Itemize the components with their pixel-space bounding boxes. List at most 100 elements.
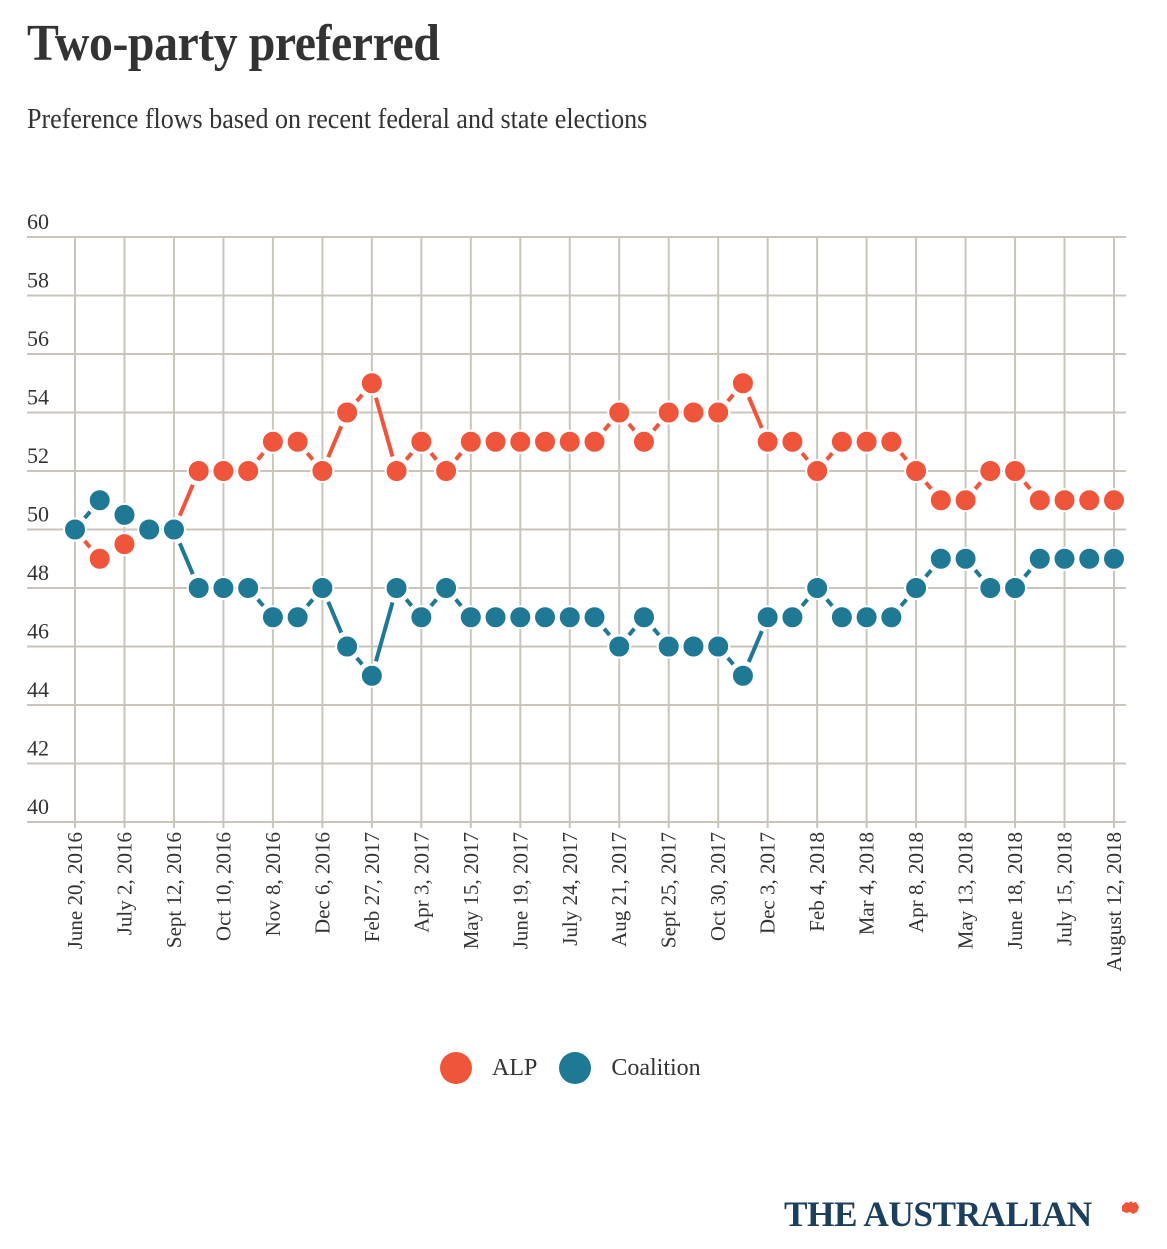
x-tick-label: Oct 10, 2016 [211,832,235,941]
publisher-logo: THE AUSTRALIAN [784,1194,1092,1234]
y-tick-label: 44 [27,677,49,702]
series-line-segment [746,396,764,429]
series-line-segment [726,656,735,666]
data-point-coalition [236,576,261,600]
x-tick-label: Apr 8, 2018 [904,832,928,933]
data-point-coalition [730,663,755,688]
data-point-coalition [805,576,830,600]
series-line-segment [800,598,809,608]
series-line-segment [746,630,764,663]
data-point-alp [557,429,582,454]
series-line-segment [652,422,661,432]
x-tick-label: June 18, 2018 [1003,832,1027,949]
data-point-alp [1052,488,1077,513]
grid-lines [27,236,1126,828]
legend-item-coalition[interactable]: Coalition [559,1052,701,1084]
y-tick-label: 58 [27,268,49,293]
series-line-segment [326,601,344,634]
data-point-alp [879,429,904,454]
data-point-coalition [582,605,607,630]
legend-item-alp[interactable]: ALP [440,1052,537,1084]
data-point-alp [260,429,285,454]
data-point-coalition [260,605,285,630]
data-point-alp [359,371,384,396]
chart-title: Two-party preferred [27,15,440,72]
y-tick-label: 46 [27,619,49,644]
series-line-segment [326,425,344,458]
x-tick-label: Mar 4, 2018 [855,832,879,935]
series-line-segment [602,422,612,432]
series-line-segment [404,598,414,608]
x-tick-label: July 15, 2018 [1053,832,1077,946]
data-point-alp [854,429,879,454]
data-point-coalition [1052,546,1077,571]
data-point-alp [582,429,607,454]
x-tick-label: Feb 4, 2018 [805,832,829,932]
data-point-alp [656,400,681,425]
series-line-segment [825,598,834,608]
data-point-coalition [63,517,87,542]
series-line-segment [355,656,364,666]
y-axis: 60 58 56 54 52 50 48 46 44 42 40 [27,209,49,819]
data-point-coalition [879,605,904,630]
data-point-coalition [384,576,409,600]
series-line-segment [454,451,463,461]
y-tick-label: 60 [27,209,49,234]
series-line-segment [305,598,315,608]
x-tick-label: Aug 21, 2017 [607,832,631,947]
y-tick-label: 54 [27,385,49,410]
y-tick-label: 40 [27,794,49,819]
x-tick-label: June 20, 2016 [63,832,87,949]
series-line-segment [602,627,612,637]
series-line-segment [627,422,636,432]
data-point-coalition [1077,546,1102,571]
y-tick-label: 56 [27,326,49,351]
legend-swatch-alp [440,1052,472,1084]
data-point-coalition [1027,546,1052,571]
legend-swatch-coalition [559,1052,592,1084]
series-line-segment [83,539,92,549]
australia-map-icon [1122,1201,1139,1214]
x-tick-label: May 15, 2017 [459,832,483,949]
data-point-alp [953,488,978,513]
data-point-coalition [359,663,384,688]
series-line-segment [256,598,265,608]
data-point-coalition [755,605,780,630]
x-tick-label: Sept 25, 2017 [657,832,681,948]
series-line-segment [355,393,364,403]
data-point-coalition [87,488,112,513]
data-point-alp [483,429,508,454]
series-line-segment [256,451,265,461]
series-line-segment [973,568,983,578]
data-point-alp [533,429,558,454]
series-line-segment [924,568,933,578]
data-point-alp [1077,488,1102,513]
series-line-segment [374,397,395,458]
data-point-alp [87,546,112,571]
line-chart: 60 58 56 54 52 50 48 46 44 42 40 June 20, 2016 July… [27,209,1126,971]
data-point-alp [607,400,632,425]
data-point-alp [335,400,360,425]
series-line-segment [627,627,636,637]
data-point-alp [508,429,533,454]
data-point-alp [1102,488,1126,513]
data-point-alp [1003,459,1028,483]
data-point-coalition [533,605,558,630]
x-tick-label: Dec 3, 2017 [756,832,780,934]
data-point-alp [829,429,854,454]
data-point-coalition [508,605,533,630]
series-line-segment [924,481,933,491]
series-line-segment [177,542,195,575]
data-point-coalition [1003,576,1028,600]
x-tick-label: Sept 12, 2016 [162,832,186,948]
x-axis: June 20, 2016 July 2, 2016 Sept 12, 2016 Oc… [63,832,1126,971]
legend-label-coalition: Coalition [611,1054,701,1081]
data-point-coalition [904,576,929,600]
series-line-segment [825,451,834,461]
data-point-alp [928,488,953,513]
y-tick-label: 42 [27,736,49,761]
data-point-coalition [631,605,656,630]
data-point-coalition [829,605,854,630]
x-tick-label: June 19, 2017 [508,832,532,949]
data-point-alp [285,429,310,454]
